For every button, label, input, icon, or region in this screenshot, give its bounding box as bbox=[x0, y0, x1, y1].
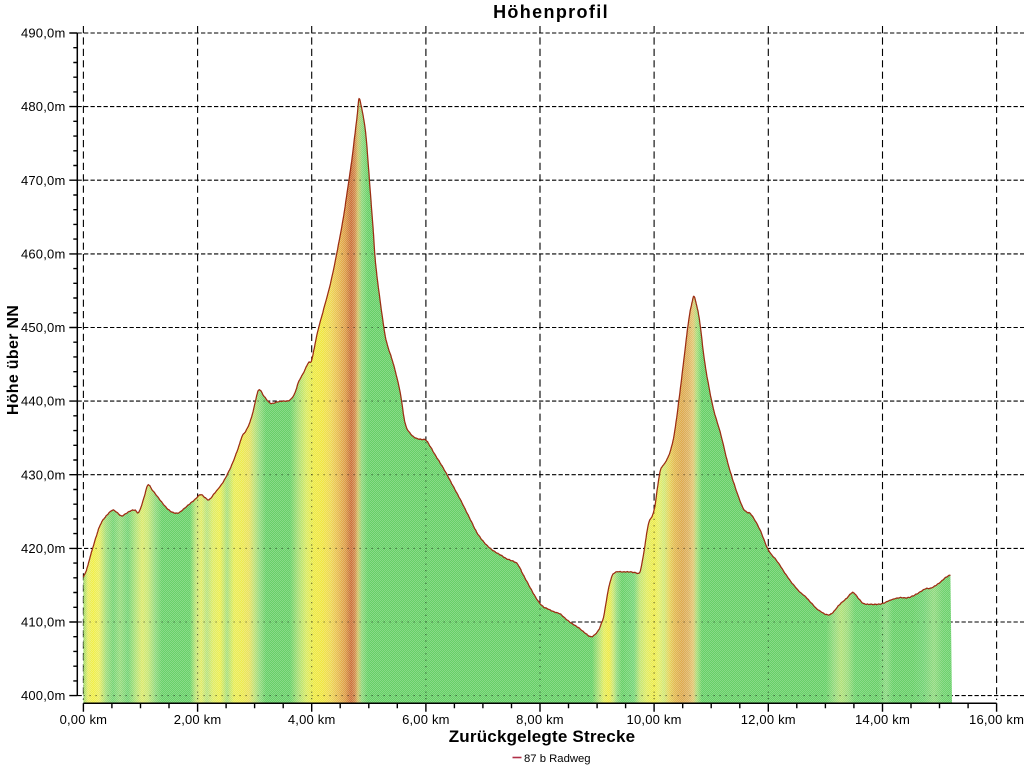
svg-text:Höhe über NN: Höhe über NN bbox=[5, 305, 22, 415]
svg-text:Höhenprofil: Höhenprofil bbox=[493, 2, 609, 22]
svg-text:2,00 km: 2,00 km bbox=[174, 712, 222, 727]
svg-text:450,0m: 450,0m bbox=[21, 320, 66, 335]
svg-text:12,00 km: 12,00 km bbox=[741, 712, 796, 727]
svg-text:0,00 km: 0,00 km bbox=[60, 712, 108, 727]
svg-text:400,0m: 400,0m bbox=[21, 688, 66, 703]
svg-text:470,0m: 470,0m bbox=[21, 173, 66, 188]
svg-text:8,00 km: 8,00 km bbox=[516, 712, 564, 727]
svg-text:6,00 km: 6,00 km bbox=[402, 712, 450, 727]
svg-text:87 b Radweg: 87 b Radweg bbox=[524, 753, 591, 765]
svg-text:4,00 km: 4,00 km bbox=[288, 712, 336, 727]
svg-text:410,0m: 410,0m bbox=[21, 615, 66, 630]
svg-text:420,0m: 420,0m bbox=[21, 541, 66, 556]
svg-text:490,0m: 490,0m bbox=[21, 26, 66, 41]
svg-text:430,0m: 430,0m bbox=[21, 467, 66, 482]
svg-text:10,00 km: 10,00 km bbox=[627, 712, 682, 727]
svg-text:440,0m: 440,0m bbox=[21, 394, 66, 409]
svg-text:14,00 km: 14,00 km bbox=[855, 712, 910, 727]
svg-text:16,00 km: 16,00 km bbox=[969, 712, 1024, 727]
svg-text:460,0m: 460,0m bbox=[21, 247, 66, 262]
svg-text:480,0m: 480,0m bbox=[21, 99, 66, 114]
svg-text:Zurückgelegte Strecke: Zurückgelegte Strecke bbox=[449, 727, 636, 746]
